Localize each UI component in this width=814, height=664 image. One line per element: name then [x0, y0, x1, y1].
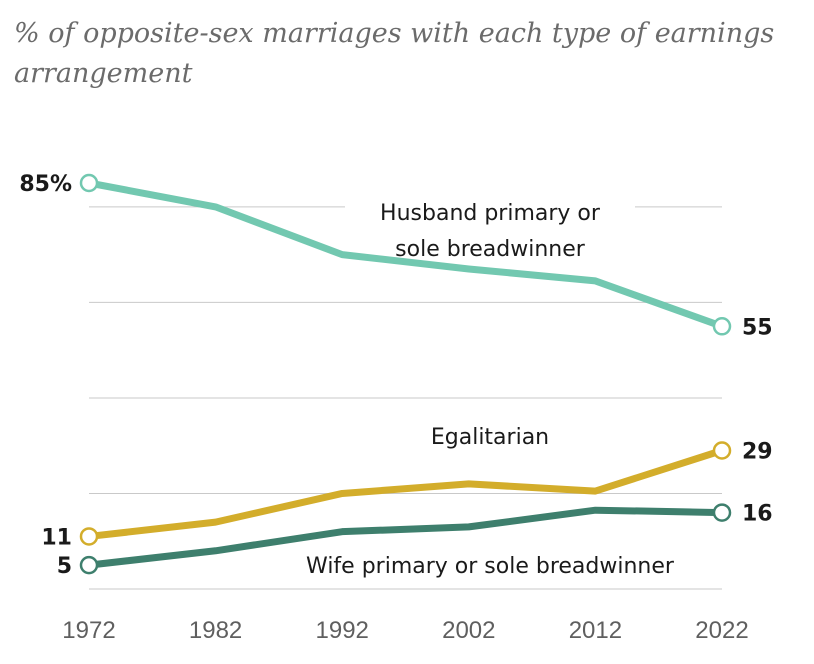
- series-label: Egalitarian: [431, 425, 549, 450]
- series-line: [85, 179, 726, 330]
- series-end-marker: [712, 503, 732, 522]
- series-end-marker: [79, 555, 99, 575]
- x-tick-label: 1992: [316, 617, 369, 644]
- series-labels: Husband primary or sole breadwinner Egalit…: [275, 192, 705, 585]
- x-tick-label: 1972: [62, 617, 115, 644]
- x-axis-ticks: 1972 1982 1992 2002 2012 2022: [62, 617, 748, 644]
- series-end-marker: [712, 317, 732, 336]
- series-label: Wife primary or sole breadwinner: [306, 554, 675, 579]
- x-tick-label: 2002: [442, 617, 495, 644]
- chart-title: % of opposite-sex marriages with each ty…: [14, 18, 775, 89]
- start-value-label: 85%: [19, 172, 72, 197]
- series-label: Husband primary or: [380, 201, 601, 226]
- label-background: [275, 547, 705, 585]
- series-line: [85, 506, 726, 569]
- x-tick-label: 2012: [569, 617, 622, 644]
- series-label: sole breadwinner: [395, 237, 586, 262]
- series-end-marker: [712, 441, 732, 460]
- series-end-marker: [79, 527, 99, 546]
- series-end-marker: [79, 173, 99, 193]
- start-value-label: 5: [57, 554, 72, 579]
- series-line: [85, 446, 726, 540]
- x-tick-label: 2022: [695, 617, 748, 644]
- start-value-label: 11: [41, 525, 72, 550]
- end-value-label: 55: [742, 315, 773, 340]
- end-value-label: 16: [742, 502, 773, 527]
- x-tick-label: 1982: [189, 617, 242, 644]
- end-value-label: 29: [742, 439, 773, 464]
- series-lines: 85% 55 11 29 5 16: [19, 172, 772, 579]
